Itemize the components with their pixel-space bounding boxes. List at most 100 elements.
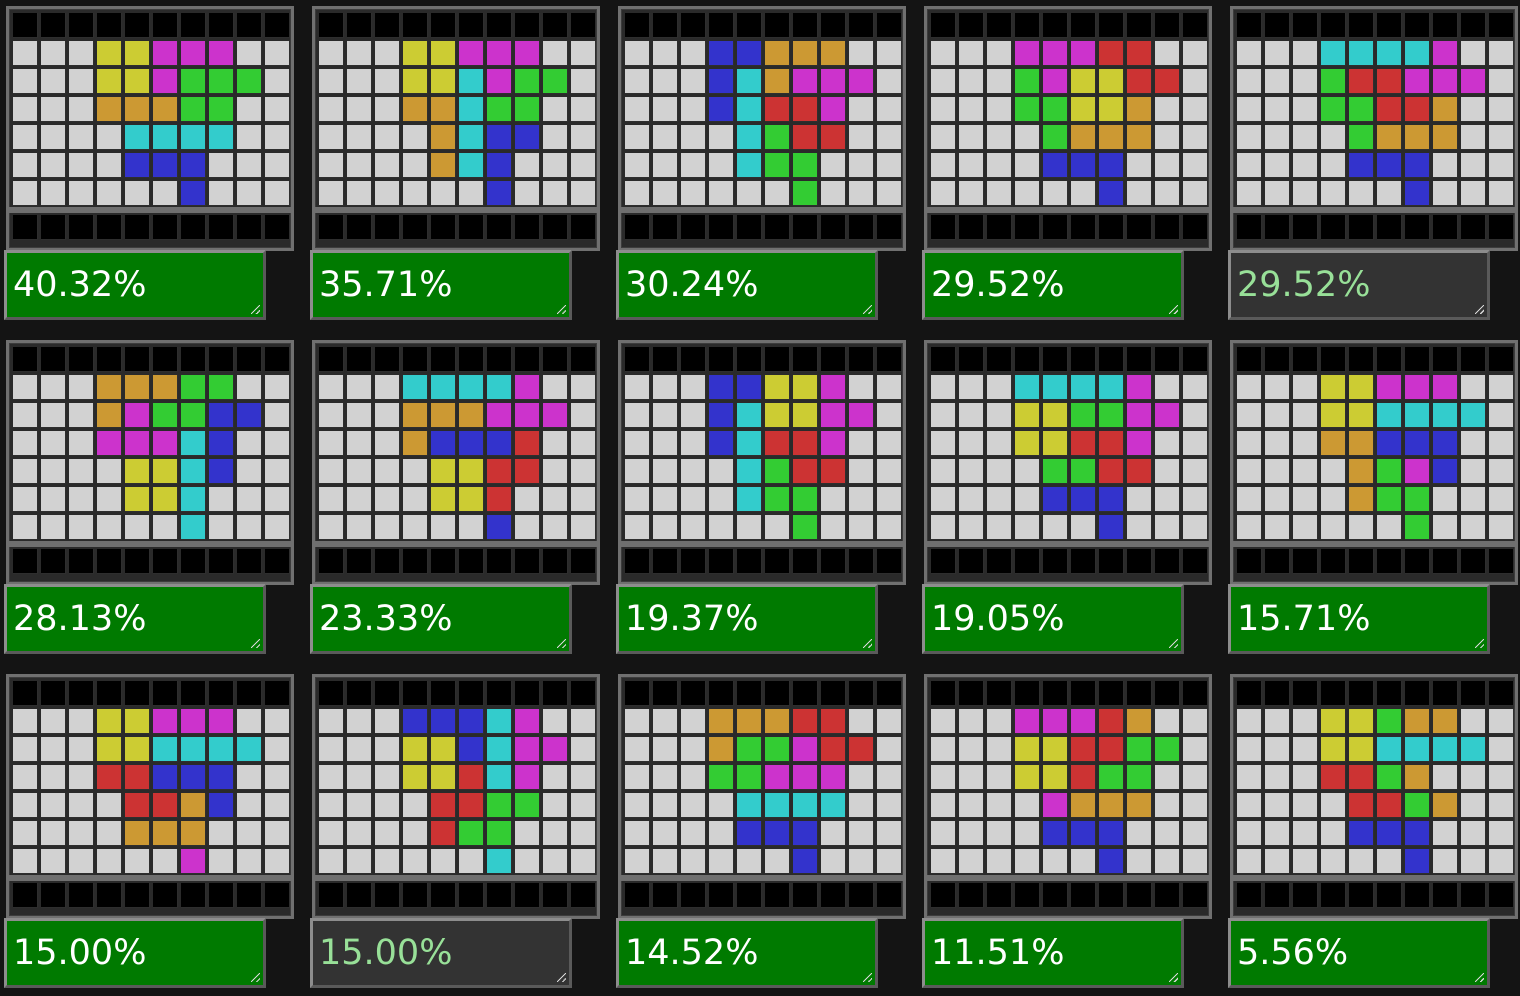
piece-cell (737, 375, 762, 400)
empty-slot (737, 347, 762, 372)
resize-grip-icon[interactable] (251, 639, 260, 648)
result-tile[interactable]: 19.05% (920, 336, 1214, 656)
result-tile[interactable]: 15.00% (308, 670, 602, 990)
empty-slot (931, 347, 956, 372)
resize-grip-icon[interactable] (251, 305, 260, 314)
empty-slot (1127, 13, 1152, 38)
piece-cell (821, 709, 846, 734)
score-field[interactable]: 11.51% (922, 918, 1184, 988)
board-cell (69, 375, 94, 400)
empty-slot (403, 347, 428, 372)
score-field[interactable]: 19.37% (616, 584, 878, 654)
score-field[interactable]: 19.05% (922, 584, 1184, 654)
empty-slot (625, 215, 650, 240)
piece-cell (515, 69, 540, 94)
result-tile[interactable]: 5.56% (1226, 670, 1520, 990)
result-tile[interactable]: 11.51% (920, 670, 1214, 990)
board-cell (1349, 515, 1374, 540)
result-tile[interactable]: 29.52% (1226, 2, 1520, 322)
board-cell (1183, 431, 1208, 456)
board-cell (571, 459, 596, 484)
piece-cell (821, 97, 846, 122)
empty-slot (41, 13, 66, 38)
resize-grip-icon[interactable] (557, 639, 566, 648)
empty-slot (1461, 681, 1486, 706)
result-tile[interactable]: 15.00% (2, 670, 296, 990)
result-tile[interactable]: 14.52% (614, 670, 908, 990)
score-field[interactable]: 29.52% (922, 250, 1184, 320)
piece-cell (821, 737, 846, 762)
piece-cell (1433, 459, 1458, 484)
piece-cell (821, 41, 846, 66)
board-cell (1265, 459, 1290, 484)
score-field[interactable]: 35.71% (310, 250, 572, 320)
score-field[interactable]: 28.13% (4, 584, 266, 654)
score-field[interactable]: 15.71% (1228, 584, 1490, 654)
score-field[interactable]: 15.00% (310, 918, 572, 988)
board-cell (653, 487, 678, 512)
board-cell (515, 487, 540, 512)
board-cell (265, 375, 290, 400)
piece-cell (1321, 765, 1346, 790)
empty-slot (431, 549, 456, 574)
piece-cell (849, 737, 874, 762)
board-cell (375, 821, 400, 846)
score-field[interactable]: 23.33% (310, 584, 572, 654)
board-cell (41, 515, 66, 540)
board-cell (653, 125, 678, 150)
score-field[interactable]: 14.52% (616, 918, 878, 988)
piece-cell (1349, 487, 1374, 512)
score-field[interactable]: 5.56% (1228, 918, 1490, 988)
board-cell (653, 431, 678, 456)
result-tile[interactable]: 23.33% (308, 336, 602, 656)
empty-slot (931, 883, 956, 908)
empty-slot (1015, 215, 1040, 240)
score-field[interactable]: 40.32% (4, 250, 266, 320)
board-cell (1237, 793, 1262, 818)
result-tile[interactable]: 15.71% (1226, 336, 1520, 656)
score-field[interactable]: 29.52% (1228, 250, 1490, 320)
result-tile[interactable]: 35.71% (308, 2, 602, 322)
score-field[interactable]: 30.24% (616, 250, 878, 320)
empty-slot (1349, 215, 1374, 240)
board-cell (571, 125, 596, 150)
resize-grip-icon[interactable] (863, 305, 872, 314)
empty-slot (877, 13, 902, 38)
result-tile[interactable]: 30.24% (614, 2, 908, 322)
board-cell (959, 821, 984, 846)
board-cell (13, 487, 38, 512)
resize-grip-icon[interactable] (557, 305, 566, 314)
resize-grip-icon[interactable] (1169, 305, 1178, 314)
resize-grip-icon[interactable] (863, 973, 872, 982)
piece-cell (181, 403, 206, 428)
result-tile[interactable]: 19.37% (614, 336, 908, 656)
board-cell (69, 97, 94, 122)
resize-grip-icon[interactable] (557, 973, 566, 982)
board-cell (265, 459, 290, 484)
empty-slot (347, 215, 372, 240)
board-cell (319, 153, 344, 178)
board-cell (265, 737, 290, 762)
resize-grip-icon[interactable] (1475, 305, 1484, 314)
piece-cell (709, 41, 734, 66)
score-field[interactable]: 15.00% (4, 918, 266, 988)
resize-grip-icon[interactable] (1475, 639, 1484, 648)
board-cell (681, 459, 706, 484)
empty-slot (41, 347, 66, 372)
resize-grip-icon[interactable] (1475, 973, 1484, 982)
resize-grip-icon[interactable] (1169, 639, 1178, 648)
empty-slot (181, 883, 206, 908)
empty-slot (793, 681, 818, 706)
result-tile[interactable]: 28.13% (2, 336, 296, 656)
piece-cell (1405, 97, 1430, 122)
piece-cell (153, 97, 178, 122)
board-cell (237, 765, 262, 790)
piece-cell (431, 793, 456, 818)
result-tile[interactable]: 40.32% (2, 2, 296, 322)
resize-grip-icon[interactable] (251, 973, 260, 982)
resize-grip-icon[interactable] (863, 639, 872, 648)
result-tile[interactable]: 29.52% (920, 2, 1214, 322)
empty-slot (13, 883, 38, 908)
resize-grip-icon[interactable] (1169, 973, 1178, 982)
board-cell (931, 849, 956, 874)
